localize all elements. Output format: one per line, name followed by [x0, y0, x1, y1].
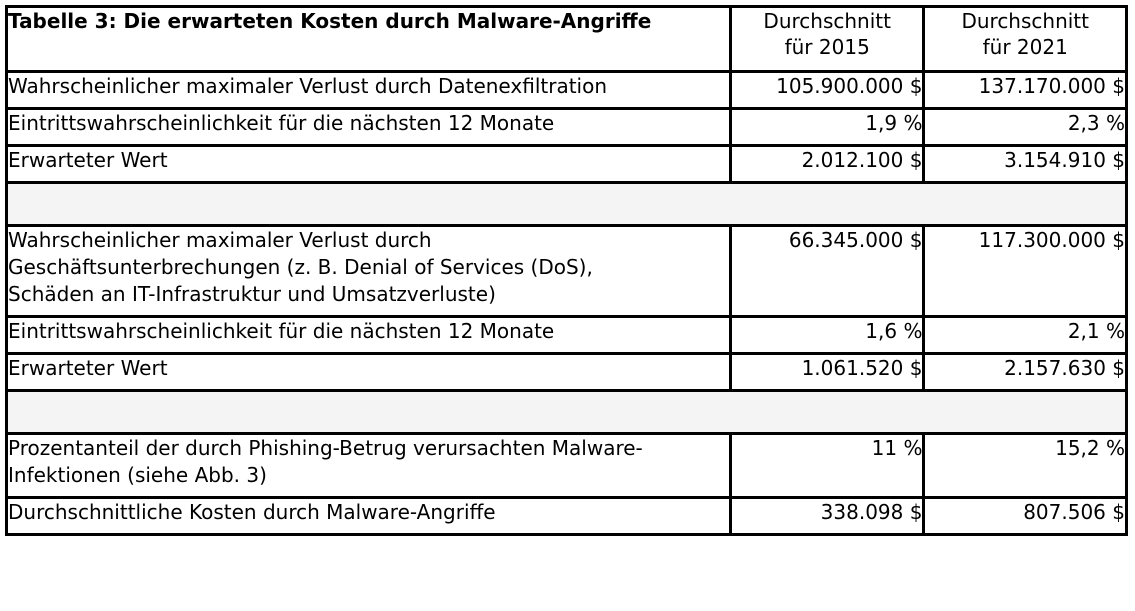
- table-row: Eintrittswahrscheinlichkeit für die näch…: [5, 107, 1128, 147]
- row-label: Erwarteter Wert: [5, 352, 732, 392]
- row-label-line: Geschäftsunterbrechungen (z. B. Denial o…: [8, 255, 593, 279]
- value-2015: 1,9 %: [728, 107, 926, 147]
- value-2021: 3.154.910 $: [922, 144, 1128, 184]
- value-2021: 2,1 %: [922, 315, 1128, 355]
- value-2021: 15,2 %: [922, 432, 1128, 499]
- row-label: Eintrittswahrscheinlichkeit für die näch…: [5, 107, 732, 147]
- row-label: Erwarteter Wert: [5, 144, 732, 184]
- value-2021: 2,3 %: [922, 107, 1128, 147]
- table-header-row: Tabelle 3: Die erwarteten Kosten durch M…: [5, 5, 1128, 73]
- table-row: Erwarteter Wert 2.012.100 $ 3.154.910 $: [5, 144, 1128, 184]
- table-row: Wahrscheinlicher maximaler Verlust durch…: [5, 224, 1128, 318]
- value-2015: 1.061.520 $: [728, 352, 926, 392]
- table-title: Tabelle 3: Die erwarteten Kosten durch M…: [5, 5, 732, 73]
- row-label-line: Prozentanteil der durch Phishing-Betrug …: [8, 436, 643, 460]
- value-2015: 66.345.000 $: [728, 224, 926, 318]
- value-2021: 117.300.000 $: [922, 224, 1128, 318]
- row-label: Durchschnittliche Kosten durch Malware-A…: [5, 496, 732, 536]
- value-2015: 11 %: [728, 432, 926, 499]
- spacer-row: [5, 389, 1128, 435]
- column-header-2015-line1: Durchschnitt: [763, 9, 891, 33]
- column-header-2015-line2: für 2015: [784, 35, 870, 59]
- value-2021: 137.170.000 $: [922, 70, 1128, 110]
- malware-cost-table: Tabelle 3: Die erwarteten Kosten durch M…: [5, 5, 1128, 536]
- column-header-2021-line2: für 2021: [982, 35, 1068, 59]
- row-label: Prozentanteil der durch Phishing-Betrug …: [5, 432, 732, 499]
- table-row: Prozentanteil der durch Phishing-Betrug …: [5, 432, 1128, 499]
- value-2015: 338.098 $: [728, 496, 926, 536]
- spacer-cell: [5, 389, 1128, 435]
- value-2015: 105.900.000 $: [728, 70, 926, 110]
- row-label-line: Infektionen (siehe Abb. 3): [8, 463, 267, 487]
- value-2015: 1,6 %: [728, 315, 926, 355]
- value-2015: 2.012.100 $: [728, 144, 926, 184]
- row-label-line: Wahrscheinlicher maximaler Verlust durch: [8, 228, 432, 252]
- spacer-cell: [5, 181, 1128, 227]
- row-label-line: Schäden an IT-Infrastruktur und Umsatzve…: [8, 282, 496, 306]
- table-row: Wahrscheinlicher maximaler Verlust durch…: [5, 70, 1128, 110]
- row-label: Eintrittswahrscheinlichkeit für die näch…: [5, 315, 732, 355]
- table-row: Eintrittswahrscheinlichkeit für die näch…: [5, 315, 1128, 355]
- table-row: Erwarteter Wert 1.061.520 $ 2.157.630 $: [5, 352, 1128, 392]
- column-header-2021: Durchschnitt für 2021: [922, 5, 1128, 73]
- value-2021: 2.157.630 $: [922, 352, 1128, 392]
- column-header-2021-line1: Durchschnitt: [961, 9, 1089, 33]
- table-row: Durchschnittliche Kosten durch Malware-A…: [5, 496, 1128, 536]
- column-header-2015: Durchschnitt für 2015: [728, 5, 926, 73]
- row-label: Wahrscheinlicher maximaler Verlust durch…: [5, 70, 732, 110]
- cost-table-container: Tabelle 3: Die erwarteten Kosten durch M…: [5, 5, 1128, 536]
- row-label: Wahrscheinlicher maximaler Verlust durch…: [5, 224, 732, 318]
- value-2021: 807.506 $: [922, 496, 1128, 536]
- spacer-row: [5, 181, 1128, 227]
